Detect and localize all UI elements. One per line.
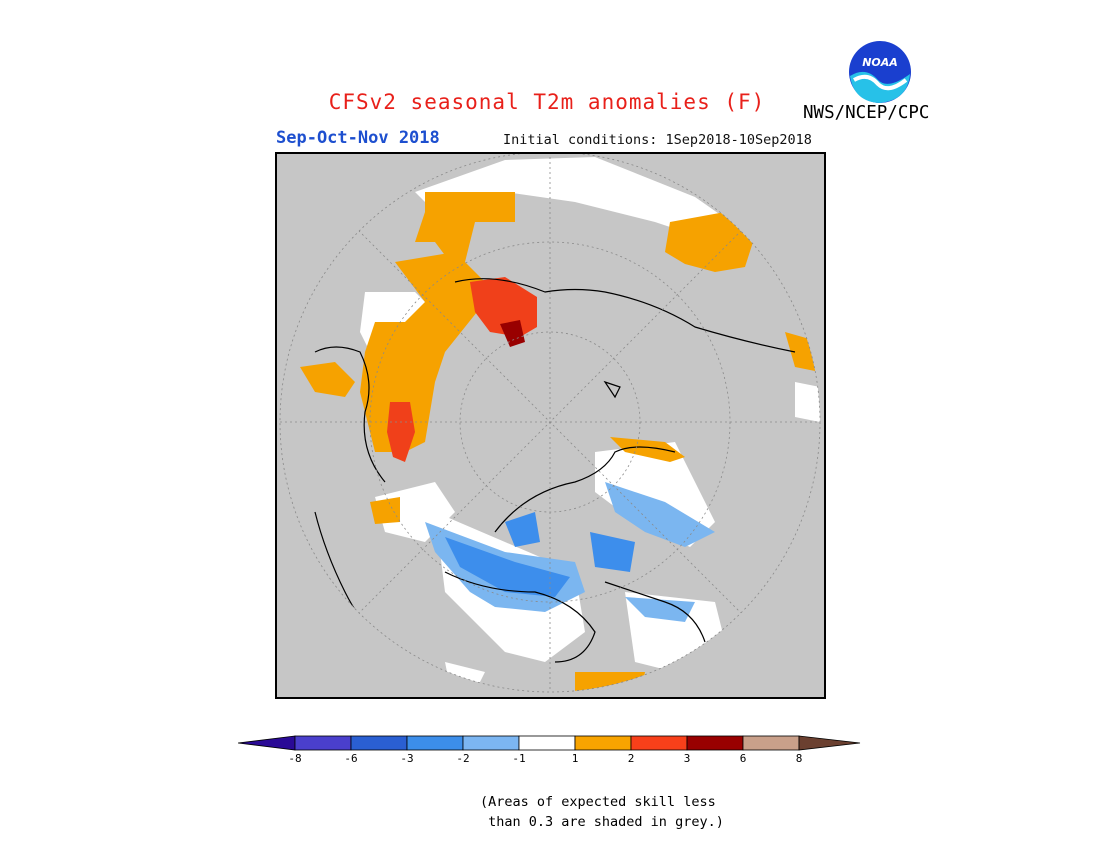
colorbar-tick-label: -2 [456, 752, 470, 765]
svg-text:NOAA: NOAA [862, 56, 898, 69]
chart-title: CFSv2 seasonal T2m anomalies (F) [328, 90, 766, 114]
colorbar-tick-label: 8 [795, 752, 803, 765]
colorbar-tick-label: -3 [400, 752, 414, 765]
colorbar-swatch [406, 735, 464, 751]
initial-conditions: Initial conditions: 1Sep2018-10Sep2018 [503, 132, 812, 148]
region-orange [300, 362, 355, 397]
region-orange [415, 192, 515, 262]
region-orange [610, 437, 685, 462]
region-red [387, 402, 415, 462]
region-blue [590, 532, 635, 572]
colorbar-tick-label: -6 [344, 752, 358, 765]
region-white [795, 382, 820, 422]
region-blue [445, 537, 570, 597]
region-blue [505, 512, 540, 547]
region-orange [370, 497, 400, 524]
agency-label: NWS/NCEP/CPC [803, 103, 930, 123]
region-orange [665, 212, 753, 272]
colorbar-swatch [462, 735, 520, 751]
noaa-logo: NOAA [849, 41, 911, 103]
colorbar-swatch [238, 735, 296, 751]
skill-note: (Areas of expected skill less than 0.3 a… [480, 794, 724, 830]
colorbar-tick-label: 3 [683, 752, 691, 765]
region-blue-light [605, 482, 715, 547]
region-dark-red [500, 320, 525, 347]
forecast-period: Sep-Oct-Nov 2018 [276, 128, 440, 148]
region-white [415, 157, 745, 252]
colorbar-swatch [350, 735, 408, 751]
graticule [280, 152, 820, 692]
colorbar-swatch [742, 735, 800, 751]
colorbar-labels: -8 -6 -3 -2 -1 1 2 3 6 8 [0, 752, 1100, 768]
polar-map [275, 152, 826, 699]
colorbar-swatch [686, 735, 744, 751]
colorbar-tick-label: 1 [571, 752, 579, 765]
anomaly-regions [280, 152, 820, 692]
region-blue-light [625, 597, 695, 622]
colorbar [238, 735, 861, 751]
colorbar-swatch [518, 735, 576, 751]
colorbar-tick-label: -8 [288, 752, 302, 765]
colorbar-tick-label: 6 [739, 752, 747, 765]
colorbar-swatch [574, 735, 632, 751]
colorbar-swatch [798, 735, 861, 751]
colorbar-swatch [630, 735, 688, 751]
colorbar-tick-label: 2 [627, 752, 635, 765]
colorbar-swatch [294, 735, 352, 751]
colorbar-tick-label: -1 [512, 752, 526, 765]
